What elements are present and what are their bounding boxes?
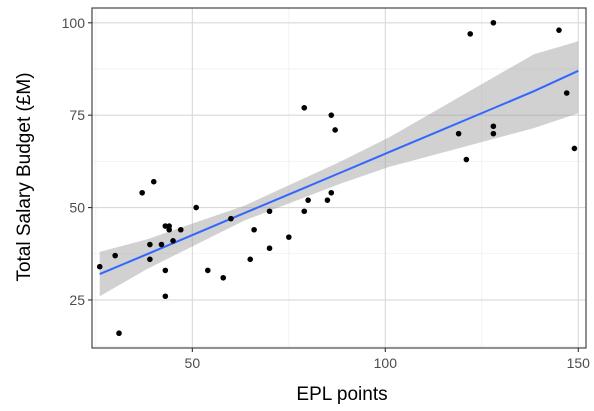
y-tick-label: 100 — [62, 15, 86, 31]
data-point — [490, 123, 497, 130]
data-point — [571, 145, 578, 152]
y-tick-label: 75 — [69, 107, 85, 123]
panel-border — [91, 7, 587, 349]
data-point — [251, 226, 257, 233]
data-point — [228, 215, 234, 222]
data-point — [204, 267, 211, 274]
data-point — [116, 330, 122, 337]
data-point — [301, 104, 308, 111]
data-point — [328, 189, 335, 196]
data-point — [162, 267, 169, 274]
data-point — [490, 130, 497, 137]
plot-panel — [92, 8, 586, 348]
data-point — [563, 90, 570, 96]
data-point — [193, 204, 200, 211]
data-point — [220, 274, 227, 281]
data-point — [96, 263, 103, 270]
data-point — [286, 234, 292, 240]
data-point — [158, 241, 165, 248]
x-axis-title: EPL points — [296, 384, 387, 405]
data-point — [463, 156, 470, 163]
data-point — [455, 130, 462, 137]
data-point — [170, 238, 176, 244]
data-point — [150, 178, 157, 185]
x-tick-label: 50 — [185, 355, 201, 371]
x-tick-label: 150 — [567, 355, 591, 371]
data-point — [177, 226, 184, 233]
confidence-band — [99, 41, 579, 297]
x-tick-label: 100 — [374, 355, 398, 371]
data-point — [332, 127, 338, 133]
regression-line — [99, 69, 579, 276]
data-point — [556, 27, 562, 33]
data-point — [467, 31, 474, 37]
axis-ticks: 50 100 150 25 50 75 100 — [62, 15, 591, 371]
grid-lines — [92, 8, 586, 348]
data-point — [490, 19, 497, 26]
data-point — [266, 208, 273, 215]
data-point — [112, 252, 118, 259]
data-point — [162, 293, 169, 300]
data-point — [324, 197, 331, 203]
data-point — [166, 226, 172, 233]
panel-background — [92, 8, 586, 348]
y-tick-label: 25 — [69, 292, 85, 308]
data-point — [139, 189, 145, 196]
y-axis-title: Total Salary Budget (£M) — [14, 72, 35, 281]
confidence-ribbon — [99, 41, 579, 297]
data-points — [96, 19, 578, 337]
data-point — [162, 223, 169, 229]
panel-frame — [91, 7, 587, 349]
data-point — [305, 197, 311, 203]
fit-line — [99, 69, 579, 276]
data-point — [301, 208, 308, 215]
data-point — [147, 256, 153, 263]
data-point — [247, 256, 254, 263]
data-point — [266, 245, 273, 252]
y-tick-label: 50 — [69, 200, 85, 216]
data-point — [328, 112, 335, 118]
data-point — [147, 241, 153, 248]
